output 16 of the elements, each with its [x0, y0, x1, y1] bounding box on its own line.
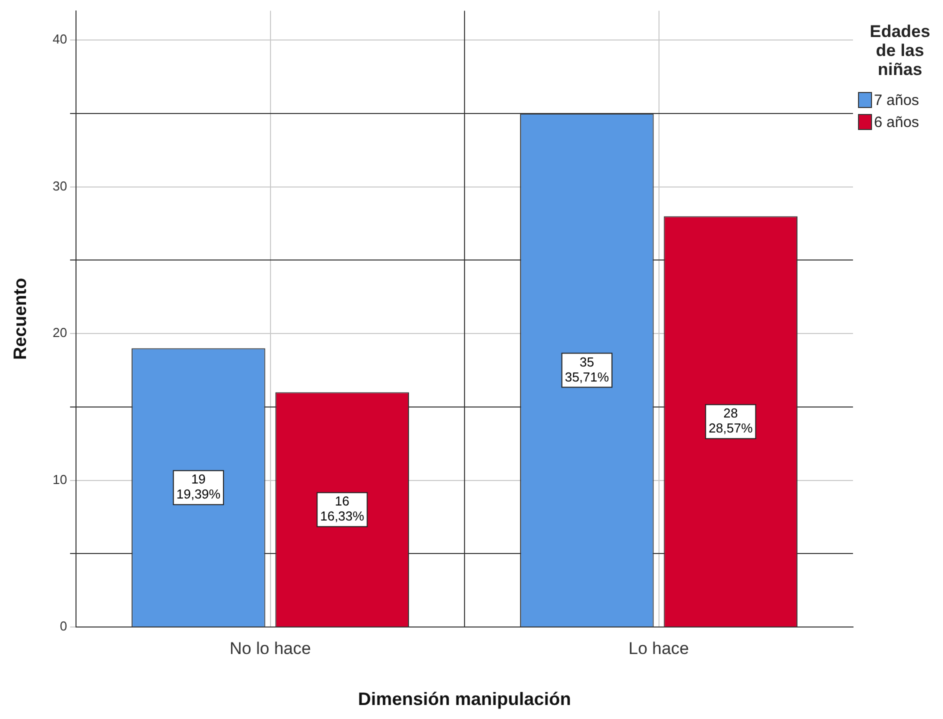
x-tick-label: No lo hace — [230, 638, 311, 658]
y-tick-label: 10 — [52, 472, 68, 487]
data-label: 16 16,33% — [320, 494, 365, 524]
data-label: 19 19,39% — [176, 472, 221, 502]
y-tick-label: 30 — [52, 178, 68, 194]
x-axis-title: Dimensión manipulación — [358, 689, 572, 710]
data-label: 35 35,71% — [564, 354, 610, 384]
legend-label: 7 años — [874, 92, 920, 108]
data-label: 28 28,57% — [708, 406, 754, 436]
x-tick-label: Lo hace — [628, 638, 690, 658]
y-tick-label: 0 — [60, 618, 68, 634]
y-tick-label: 20 — [52, 325, 68, 340]
legend-title: Edades de las niñas — [868, 22, 932, 79]
legend-label: 6 años — [874, 114, 920, 130]
y-tick-label: 40 — [52, 32, 68, 47]
y-axis-title: Recuento — [10, 278, 30, 360]
